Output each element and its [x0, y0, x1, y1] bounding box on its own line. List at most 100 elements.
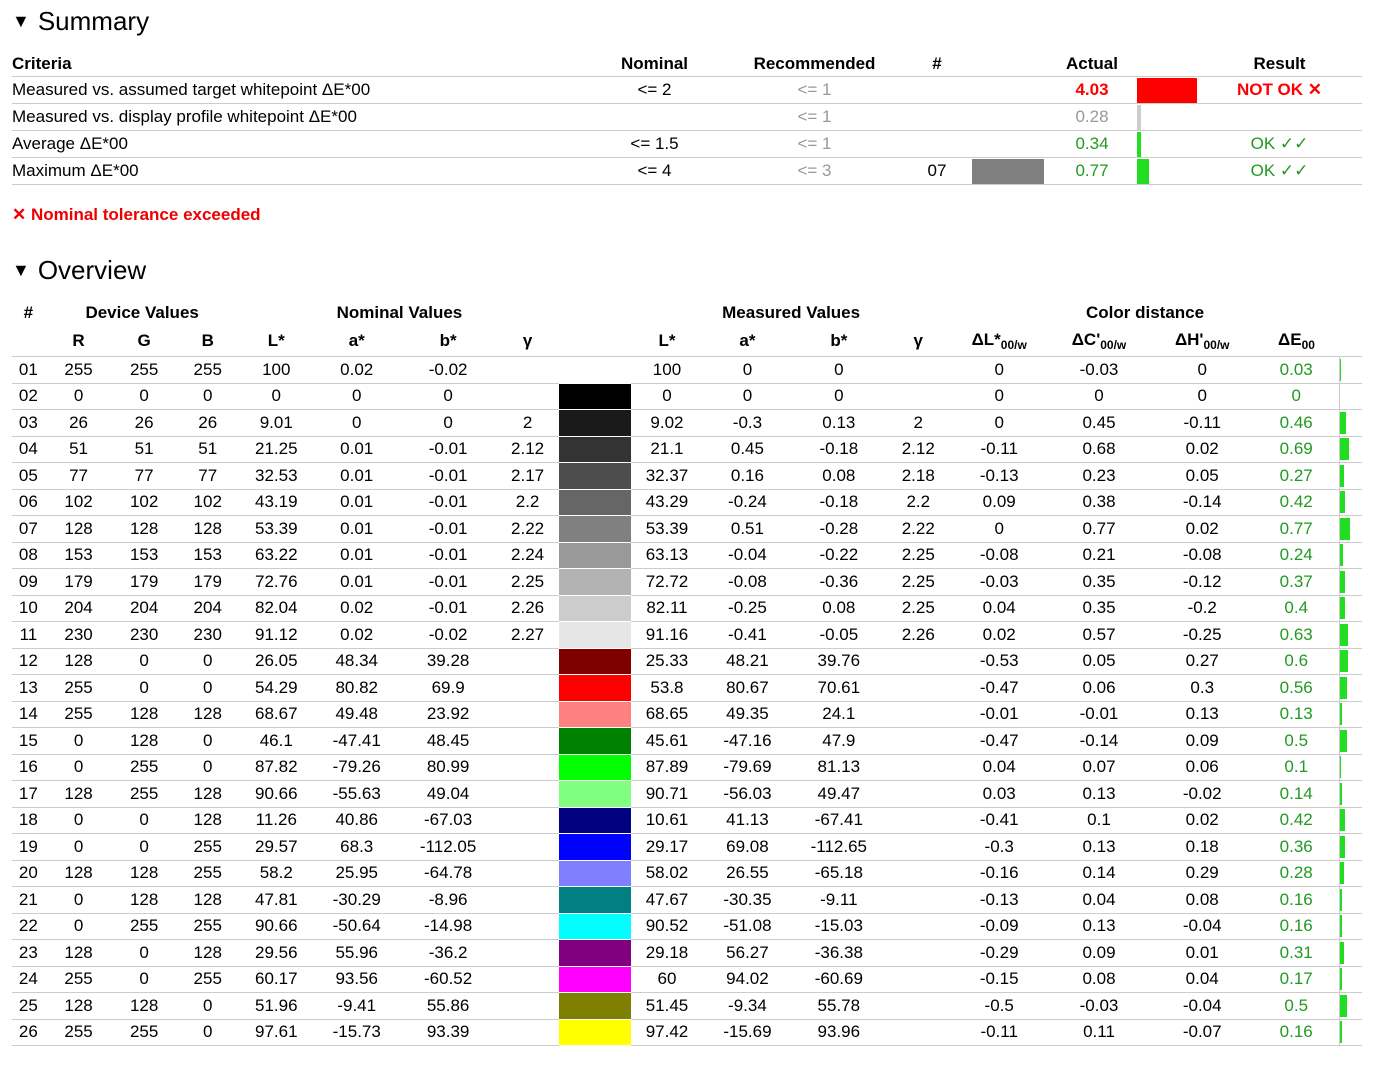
nominal-b-cell: 55.86 — [400, 992, 496, 1020]
delta-c-cell: 0.38 — [1047, 489, 1151, 516]
table-row: 23 128 0 128 29.56 55.96 -36.2 29.18 56.27 -36.38… — [12, 939, 1362, 967]
nominal-l-cell: 72.76 — [239, 568, 314, 596]
bar-cell — [1137, 76, 1197, 104]
nominal-gamma-cell — [495, 966, 560, 993]
delta-h-cell: -0.08 — [1150, 542, 1254, 569]
table-row: 21 0 128 128 47.81 -30.29 -8.96 47.67 -30.35 -9.1… — [12, 886, 1362, 914]
delta-l-cell: 0.03 — [951, 780, 1048, 808]
num-cell: 26 — [12, 1019, 45, 1046]
delta-h-cell: -0.02 — [1150, 780, 1254, 808]
nominal-cell: <= 2 — [582, 76, 727, 104]
recommended-cell: <= 1 — [727, 130, 902, 158]
delta-e-cell: 0.4 — [1253, 595, 1340, 622]
delta-c-cell: 0.05 — [1047, 648, 1151, 675]
swatch-cell — [559, 860, 632, 887]
measured-a-cell: -47.16 — [702, 727, 793, 755]
table-row: 15 0 128 0 46.1 -47.41 48.45 45.61 -47.16 47.9 -0.… — [12, 727, 1362, 755]
num-cell: 08 — [12, 542, 45, 569]
measured-l-cell: 60 — [631, 966, 703, 993]
delta-h-cell: 0.27 — [1150, 648, 1254, 675]
measured-l-cell: 10.61 — [631, 807, 703, 834]
nominal-gamma-cell — [495, 860, 560, 887]
swatch-header — [559, 300, 631, 326]
b-cell: 230 — [175, 621, 240, 649]
nominal-b-cell: 80.99 — [400, 754, 496, 781]
swatch-cell — [559, 436, 632, 463]
overview-header[interactable]: ▼ Overview — [12, 255, 146, 286]
b-cell: 128 — [175, 701, 240, 728]
nominal-l-cell: 29.57 — [239, 833, 314, 861]
swatch-cell — [559, 939, 632, 967]
measured-gamma-cell — [885, 992, 952, 1020]
table-row: 07 128 128 128 53.39 0.01 -0.01 2.22 53.39 0.51 -0… — [12, 515, 1362, 543]
g-cell: 255 — [112, 913, 176, 940]
delta-l-cell: -0.11 — [951, 1019, 1048, 1046]
measured-gamma-cell — [885, 833, 952, 861]
nominal-gamma-cell — [495, 913, 560, 940]
b-cell: 128 — [175, 807, 240, 834]
g-cell: 128 — [112, 992, 176, 1020]
delta-h-header: ΔH'00/w — [1150, 326, 1254, 357]
r-cell: 255 — [44, 701, 113, 728]
g-cell: 0 — [112, 648, 176, 675]
nominal-gamma-header: γ — [495, 326, 560, 357]
delta-e-cell: 0.28 — [1253, 860, 1340, 887]
nominal-a-cell: 48.34 — [313, 648, 401, 675]
nominal-b-cell: -112.05 — [400, 833, 496, 861]
r-cell: 51 — [44, 436, 113, 463]
r-header: R — [44, 326, 113, 357]
measured-b-cell: -0.18 — [792, 489, 886, 516]
delta-h-cell: 0.29 — [1150, 860, 1254, 887]
delta-e-bar — [1339, 941, 1344, 964]
number-header: # — [902, 52, 972, 77]
collapse-triangle-icon[interactable]: ▼ — [12, 260, 30, 280]
recommended-cell: <= 1 — [727, 103, 902, 131]
delta-h-cell: 0 — [1150, 383, 1254, 410]
nominal-gamma-cell — [495, 780, 560, 808]
delta-c-cell: 0.77 — [1047, 515, 1151, 543]
nominal-b-cell: 0 — [400, 409, 496, 437]
num-cell: 23 — [12, 939, 45, 967]
delta-h-cell: 0.06 — [1150, 754, 1254, 781]
number-cell — [902, 130, 972, 158]
b-cell: 0 — [175, 754, 240, 781]
nominal-cell: <= 4 — [582, 157, 727, 185]
nominal-a-cell: 80.82 — [313, 674, 401, 702]
bar-header — [1137, 52, 1197, 77]
collapse-triangle-icon[interactable]: ▼ — [12, 11, 30, 31]
delta-h-cell: 0.04 — [1150, 966, 1254, 993]
nominal-l-cell: 90.66 — [239, 780, 314, 808]
summary-header[interactable]: ▼ Summary — [12, 6, 149, 37]
measured-gamma-cell — [885, 913, 952, 940]
delta-e-bar-cell — [1338, 833, 1362, 861]
swatch-cell — [559, 542, 632, 569]
g-cell: 102 — [112, 489, 176, 516]
b-cell: 77 — [175, 462, 240, 490]
nominal-l-cell: 29.56 — [239, 939, 314, 967]
g-cell: 255 — [112, 356, 176, 384]
nominal-l-cell: 43.19 — [239, 489, 314, 516]
nominal-gamma-cell — [495, 383, 560, 410]
measured-b-cell: 55.78 — [792, 992, 886, 1020]
delta-c-cell: 0.1 — [1047, 807, 1151, 834]
delta-h-cell: 0.05 — [1150, 462, 1254, 490]
measured-gamma-cell — [885, 939, 952, 967]
bar-col-header — [1339, 300, 1362, 326]
r-cell: 0 — [44, 727, 113, 755]
swatch-cell — [559, 595, 632, 622]
criteria-cell: Measured vs. display profile whitepoint … — [12, 103, 582, 131]
nominal-b-cell: -60.52 — [400, 966, 496, 993]
recommended-cell: <= 1 — [727, 76, 902, 104]
table-row: 05 77 77 77 32.53 0.01 -0.01 2.17 32.37 0.16 0.08 2… — [12, 462, 1362, 490]
delta-l-sub: 00/w — [1000, 338, 1027, 352]
delta-e-cell: 0.1 — [1253, 754, 1340, 781]
num-cell: 01 — [12, 356, 45, 384]
delta-e-bar-cell — [1338, 886, 1362, 914]
measured-l-cell: 32.37 — [631, 462, 703, 490]
measured-gamma-header: γ — [885, 326, 952, 357]
delta-e-cell: 0.42 — [1253, 489, 1340, 516]
measured-l-cell: 29.18 — [631, 939, 703, 967]
r-cell: 0 — [44, 754, 113, 781]
delta-e-cell: 0.16 — [1253, 886, 1340, 914]
delta-c-cell: -0.03 — [1047, 992, 1151, 1020]
